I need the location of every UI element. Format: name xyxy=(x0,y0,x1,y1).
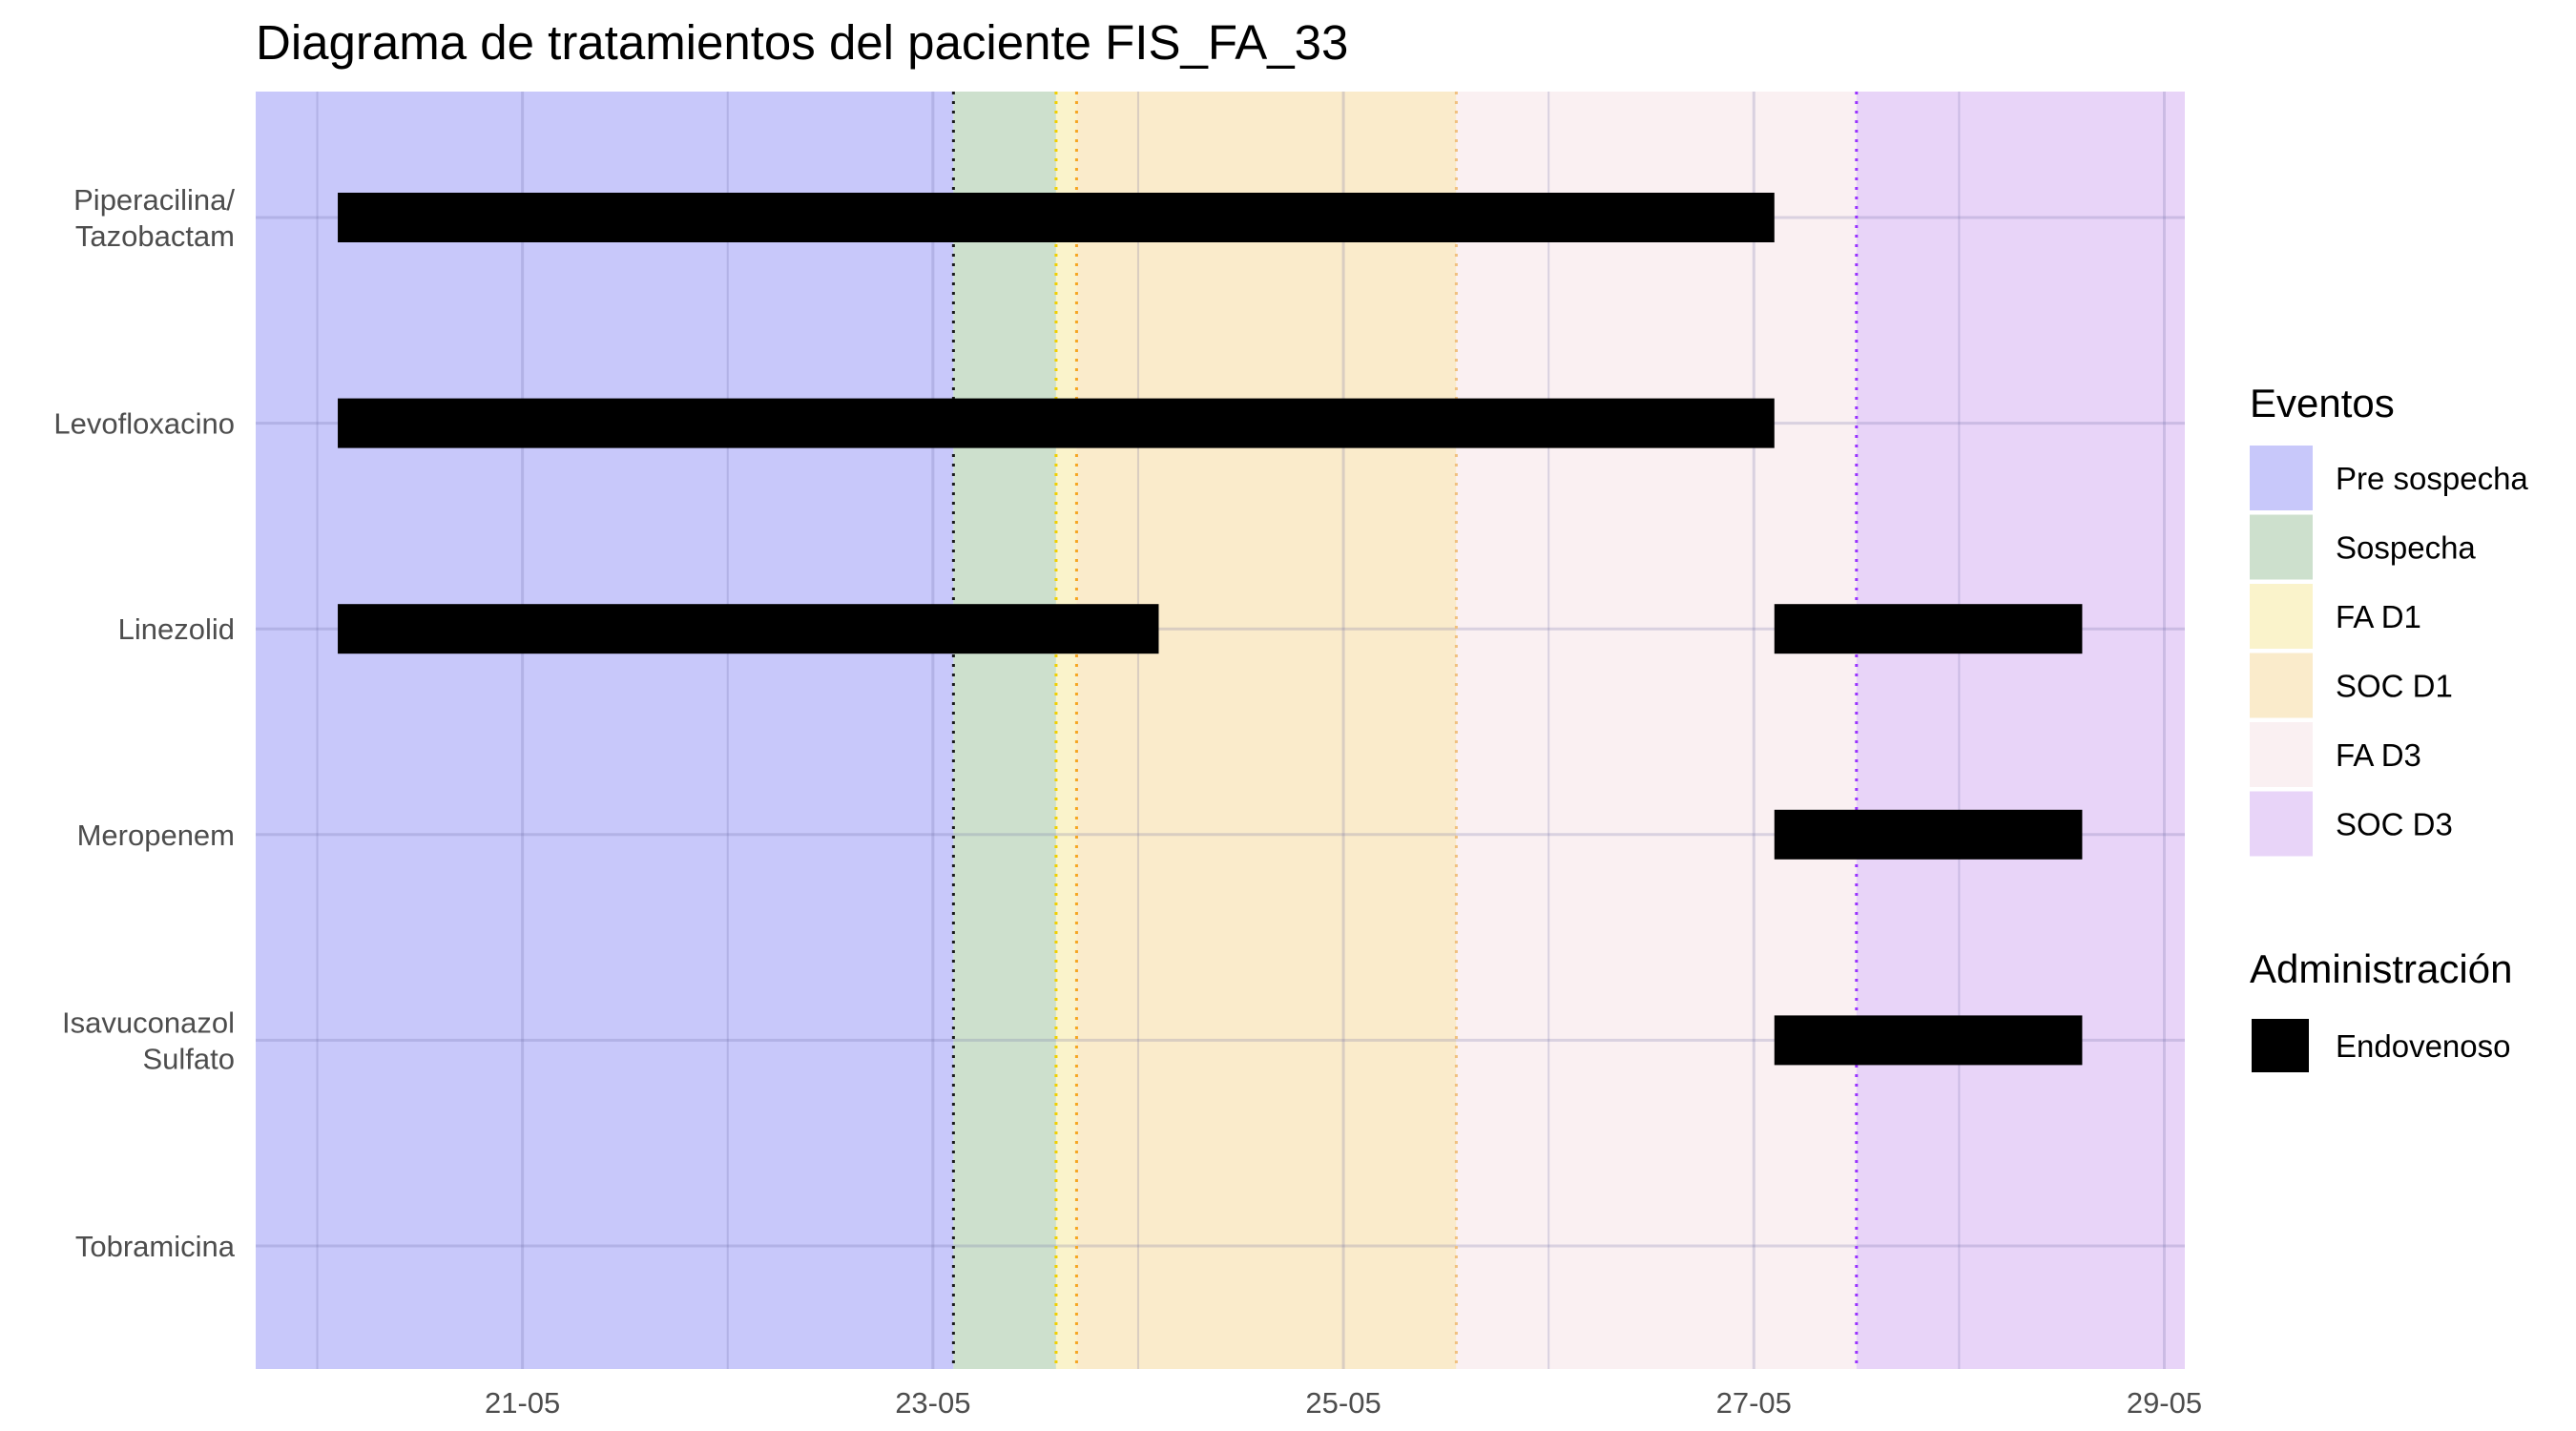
legend-key-fa-d1 xyxy=(2250,584,2313,649)
y-label-isavuconazol-sulfato: Isavuconazol Sulfato xyxy=(62,1006,235,1075)
treatment-bar-isavuconazol-sulfato xyxy=(1774,1015,2083,1066)
treatment-bar-piperacilina-tazobactam xyxy=(338,193,1775,242)
y-label-levofloxacino: Levofloxacino xyxy=(53,407,235,441)
legend-eventos-title: Eventos xyxy=(2250,381,2395,425)
treatment-bars xyxy=(338,193,2083,1066)
event-region-pre-sospecha xyxy=(256,92,954,1369)
x-tick-label: 21-05 xyxy=(485,1386,560,1420)
treatment-bar-levofloxacino xyxy=(338,398,1775,448)
legend-label-endovenoso: Endovenoso xyxy=(2336,1028,2510,1064)
event-region-fa-d1 xyxy=(1055,92,1077,1369)
legend-key-soc-d1 xyxy=(2250,653,2313,718)
event-region-sospecha xyxy=(953,92,1056,1369)
legend-key-endovenoso xyxy=(2252,1019,2309,1072)
event-region-soc-d3 xyxy=(1856,92,2185,1369)
x-tick-label: 29-05 xyxy=(2127,1386,2202,1420)
event-regions xyxy=(256,92,2185,1369)
legend-label-pre-sospecha: Pre sospecha xyxy=(2336,461,2528,496)
legend-key-pre-sospecha xyxy=(2250,446,2313,510)
x-tick-label: 27-05 xyxy=(1716,1386,1792,1420)
event-region-fa-d3 xyxy=(1456,92,1857,1369)
legend-label-soc-d3: SOC D3 xyxy=(2336,807,2453,842)
legend-key-fa-d3 xyxy=(2250,722,2313,787)
treatment-bar-linezolid xyxy=(338,604,1159,654)
event-region-soc-d1 xyxy=(1076,92,1457,1369)
treatment-bar-linezolid xyxy=(1774,604,2083,654)
legend-label-soc-d1: SOC D1 xyxy=(2336,669,2453,704)
legend-label-fa-d3: FA D3 xyxy=(2336,737,2421,773)
legend-key-sospecha xyxy=(2250,514,2313,580)
legend-eventos: Eventos Pre sospecha Sospecha FA D1 SOC D1 F… xyxy=(2250,381,2528,857)
y-label-linezolid: Linezolid xyxy=(118,612,235,646)
x-axis-labels: 21-05 23-05 25-05 27-05 29-05 xyxy=(485,1386,2202,1420)
y-label-piperacilina-tazobactam: Piperacilina/Tazobactam xyxy=(73,183,235,253)
legend-label-sospecha: Sospecha xyxy=(2336,530,2476,566)
treatment-bar-meropenem xyxy=(1774,809,2083,860)
legend-label-fa-d1: FA D1 xyxy=(2336,599,2421,634)
y-label-meropenem: Meropenem xyxy=(77,819,235,852)
y-axis-labels: Piperacilina/Tazobactam Levofloxacino Line… xyxy=(53,183,235,1263)
x-tick-label: 25-05 xyxy=(1305,1386,1381,1420)
y-label-tobramicina: Tobramicina xyxy=(75,1230,236,1263)
chart-title: Diagrama de tratamientos del paciente FI… xyxy=(256,15,1348,70)
x-tick-label: 23-05 xyxy=(895,1386,970,1420)
legend-key-soc-d3 xyxy=(2250,791,2313,857)
legend-administracion-title: Administración xyxy=(2250,946,2512,991)
legend-administracion: Administración Endovenoso xyxy=(2250,946,2512,1072)
